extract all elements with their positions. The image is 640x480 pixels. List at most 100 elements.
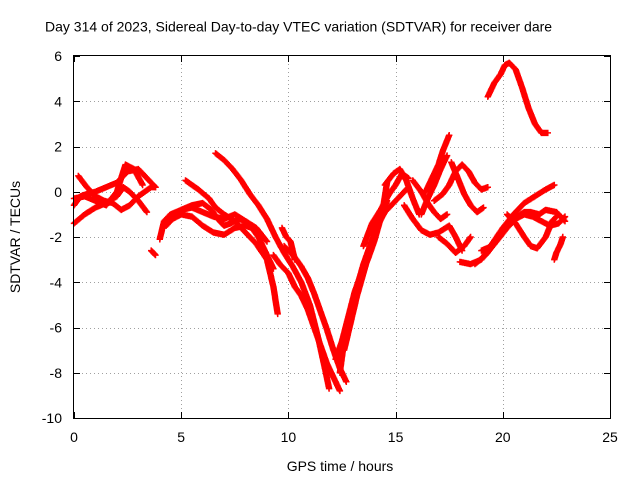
data-point [135,197,151,216]
data-point [533,234,549,252]
data-point [512,66,525,90]
data-point [280,242,291,253]
data-point [199,222,216,235]
data-point [525,104,538,126]
y-tick-label: 6 [54,48,62,64]
x-tick-label: 25 [602,429,618,445]
data-point [422,176,435,195]
data-point [443,240,458,256]
data-point [538,129,551,137]
x-tick-label: 10 [281,429,297,445]
data-point [130,165,146,189]
data-point [491,71,504,87]
data-point [403,177,416,201]
data-point [424,182,437,202]
data-point [199,199,214,213]
data-point [310,290,324,314]
data-point [195,186,212,201]
data-point [409,177,424,194]
data-point [473,204,487,216]
data-point [366,225,380,254]
data-point [83,184,98,199]
data-point [113,162,129,195]
data-point [242,229,259,246]
data-point [310,324,324,348]
data-point [439,132,453,155]
y-tick-labels: -10 -8 -6 -4 -2 0 2 4 6 [42,48,62,426]
x-tick-label: 5 [177,429,185,445]
data-point [471,252,488,268]
x-tick-label: 20 [495,429,511,445]
data-point [388,194,403,209]
data-point [317,342,330,366]
data-point [458,161,471,174]
data-point [446,222,459,240]
data-point [229,165,244,183]
data-point [148,184,159,191]
data-point [148,247,156,256]
data-point [435,149,446,168]
y-tick-label: -10 [42,410,62,426]
plot-frame [73,55,611,419]
data-point [253,240,270,262]
data-point [298,292,311,312]
data-point [465,168,478,185]
data-point [437,211,451,223]
data-point [103,189,120,209]
data-point [253,224,271,245]
data-point [461,233,474,250]
data-point [542,219,555,241]
data-point [418,196,431,218]
data-point [231,218,248,235]
data-point [160,212,173,225]
data-point [220,156,235,172]
data-point [542,181,558,193]
data-point [270,283,281,318]
data-point [521,193,538,207]
data-point [304,306,317,330]
y-tick-label: -6 [50,320,63,336]
y-axis-label: SDTVAR / TECUs [7,181,23,293]
data-point [531,187,548,200]
data-point [381,203,394,216]
data-point [478,184,491,193]
data-point [401,202,416,222]
data-point [208,206,223,224]
data-point [373,210,388,232]
x-tick-labels: 0 5 10 15 20 25 [70,429,618,445]
data-point [81,205,98,218]
x-tick-label: 15 [388,429,404,445]
data-point [287,238,298,263]
data-point [291,283,304,298]
data-point [212,204,227,217]
data-point [182,177,201,192]
data-point [246,190,261,208]
data-point [276,260,291,276]
data-point [512,220,527,240]
data-point [368,207,384,227]
data-point [506,59,519,72]
y-tick-label: -2 [50,229,63,245]
data-point [330,374,344,395]
data-point [283,233,293,244]
data-point [409,215,424,233]
data-point [347,293,360,327]
chart-title: Day 314 of 2023, Sidereal Day-to-day VTE… [45,19,552,35]
data-point [317,308,330,332]
data-point [557,233,566,247]
data-point [503,211,518,226]
data-point [435,233,450,247]
data-point [126,194,141,209]
data-point [396,165,409,183]
x-tick-label: 0 [70,429,78,445]
data-point [431,191,445,204]
data-point [212,150,227,163]
data-point [360,221,375,250]
data-point [484,81,497,100]
data-point [548,211,562,225]
y-tick-label: 4 [54,93,62,109]
y-tick-label: -8 [50,365,63,381]
data-point [285,270,298,289]
data-point [75,172,90,190]
data-point [135,184,154,200]
